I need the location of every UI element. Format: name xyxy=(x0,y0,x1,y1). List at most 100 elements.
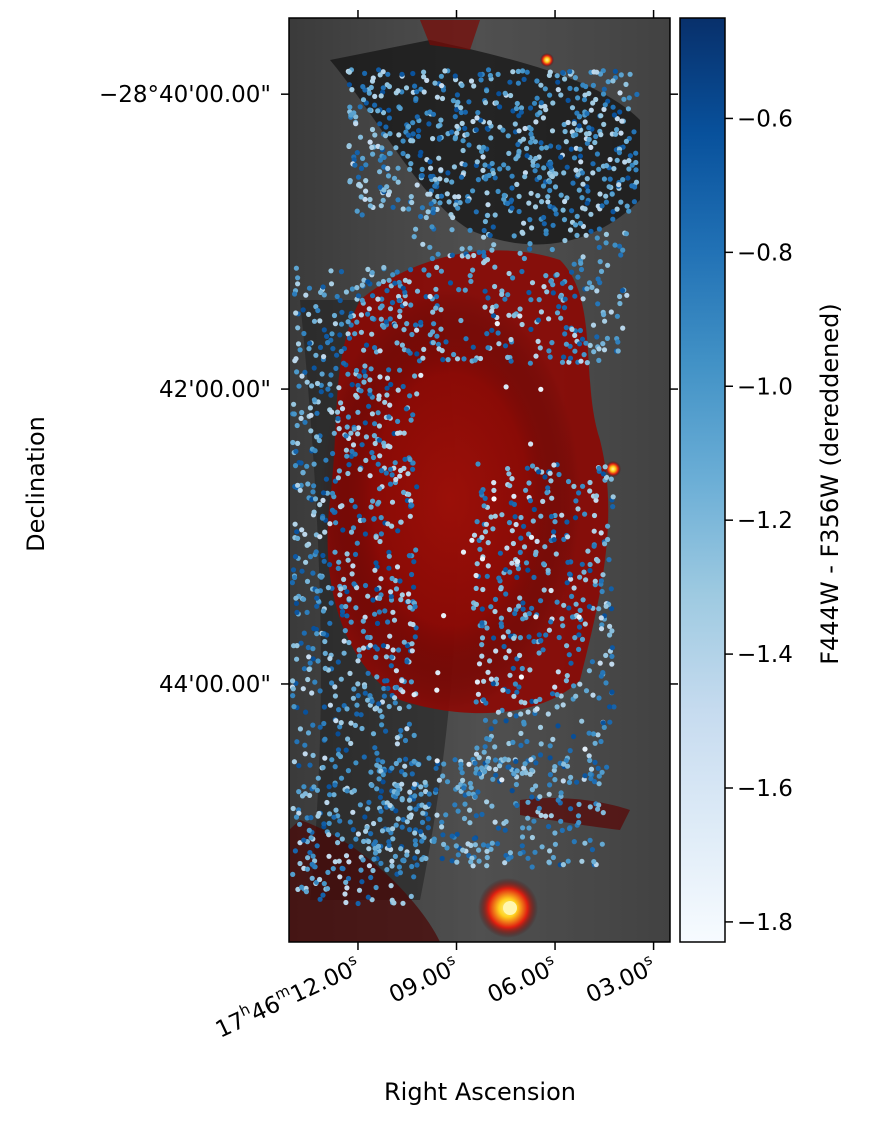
scatter-point xyxy=(387,402,393,408)
scatter-point xyxy=(314,380,321,387)
scatter-point xyxy=(509,528,515,534)
scatter-point xyxy=(506,648,512,654)
scatter-point xyxy=(352,162,358,168)
x-tick-label: 06.00s xyxy=(482,950,562,1008)
scatter-point xyxy=(311,365,317,371)
scatter-point xyxy=(402,763,408,769)
scatter-point xyxy=(591,349,597,355)
scatter-point xyxy=(339,406,346,412)
scatter-point xyxy=(626,158,632,164)
scatter-point xyxy=(588,776,594,782)
scatter-point xyxy=(563,758,569,764)
scatter-point xyxy=(518,535,524,541)
scatter-point xyxy=(405,132,411,138)
scatter-point xyxy=(290,678,296,684)
scatter-point xyxy=(529,787,536,793)
scatter-point xyxy=(479,653,485,659)
scatter-point xyxy=(399,769,405,775)
scatter-point xyxy=(326,832,332,838)
scatter-point xyxy=(571,683,577,689)
scatter-point xyxy=(368,874,374,881)
scatter-point xyxy=(497,550,503,556)
scatter-point xyxy=(568,576,574,582)
scatter-point xyxy=(620,247,626,253)
scatter-point xyxy=(536,632,542,638)
scatter-point xyxy=(481,227,487,234)
scatter-point xyxy=(412,855,418,861)
scatter-point xyxy=(471,836,477,842)
scatter-point xyxy=(389,897,395,903)
scatter-point xyxy=(470,118,476,125)
scatter-point xyxy=(416,128,422,134)
scatter-point xyxy=(395,528,401,534)
scatter-point xyxy=(389,499,396,505)
colorbar: −0.6−0.8−1.0−1.2−1.4−1.6−1.8 F444W - F35… xyxy=(679,17,844,943)
scatter-point xyxy=(337,297,343,304)
scatter-point xyxy=(480,586,486,593)
scatter-point xyxy=(436,135,443,141)
scatter-point xyxy=(478,489,484,495)
scatter-point xyxy=(634,91,640,97)
scatter-point xyxy=(501,192,507,198)
scatter-point xyxy=(343,879,349,886)
scatter-point xyxy=(559,280,566,286)
scatter-point xyxy=(387,306,394,312)
scatter-point xyxy=(315,658,321,664)
scatter-point xyxy=(332,321,338,327)
scatter-point xyxy=(566,652,572,658)
scatter-point xyxy=(348,740,354,747)
scatter-point xyxy=(381,443,387,449)
scatter-point xyxy=(400,689,406,695)
scatter-point xyxy=(534,163,541,169)
scatter-point xyxy=(590,731,597,737)
scatter-point xyxy=(603,199,610,205)
scatter-point xyxy=(427,159,433,165)
scatter-point xyxy=(353,367,360,374)
scatter-point xyxy=(406,814,412,820)
scatter-point xyxy=(354,208,360,214)
scatter-point xyxy=(547,848,553,854)
scatter-point xyxy=(609,191,615,197)
scatter-point xyxy=(506,471,512,477)
colorbar-tick-label: −1.6 xyxy=(737,776,793,802)
scatter-point xyxy=(343,433,349,439)
scatter-point xyxy=(310,646,316,652)
scatter-point xyxy=(394,269,400,275)
scatter-point xyxy=(345,736,351,742)
scatter-point xyxy=(475,789,481,795)
scatter-point xyxy=(399,342,405,348)
scatter-point xyxy=(371,820,377,827)
scatter-point xyxy=(389,523,395,529)
scatter-point xyxy=(290,686,296,692)
scatter-point xyxy=(313,549,319,555)
scatter-point xyxy=(339,503,345,509)
scatter-point xyxy=(321,821,327,827)
scatter-point xyxy=(538,100,544,106)
scatter-point xyxy=(359,212,365,218)
scatter-point xyxy=(347,670,353,677)
scatter-point xyxy=(472,760,478,766)
scatter-point xyxy=(573,693,579,699)
scatter-point xyxy=(506,607,513,613)
scatter-point xyxy=(351,581,357,587)
scatter-point xyxy=(320,284,326,290)
scatter-point xyxy=(524,69,530,75)
scatter-point xyxy=(295,535,301,542)
scatter-point xyxy=(372,421,378,427)
scatter-point xyxy=(601,312,607,318)
scatter-point xyxy=(513,758,519,765)
scatter-point xyxy=(419,166,425,172)
scatter-point xyxy=(362,531,368,537)
scatter-point xyxy=(404,819,410,825)
scatter-point xyxy=(596,802,602,808)
scatter-point xyxy=(449,129,455,135)
scatter-point xyxy=(351,426,357,432)
scatter-point xyxy=(386,115,392,121)
scatter-point xyxy=(296,810,302,816)
scatter-point xyxy=(375,757,381,763)
scatter-point xyxy=(488,726,494,732)
scatter-point xyxy=(293,265,299,271)
scatter-point xyxy=(433,294,440,300)
scatter-point xyxy=(573,86,579,92)
scatter-point xyxy=(421,74,427,80)
